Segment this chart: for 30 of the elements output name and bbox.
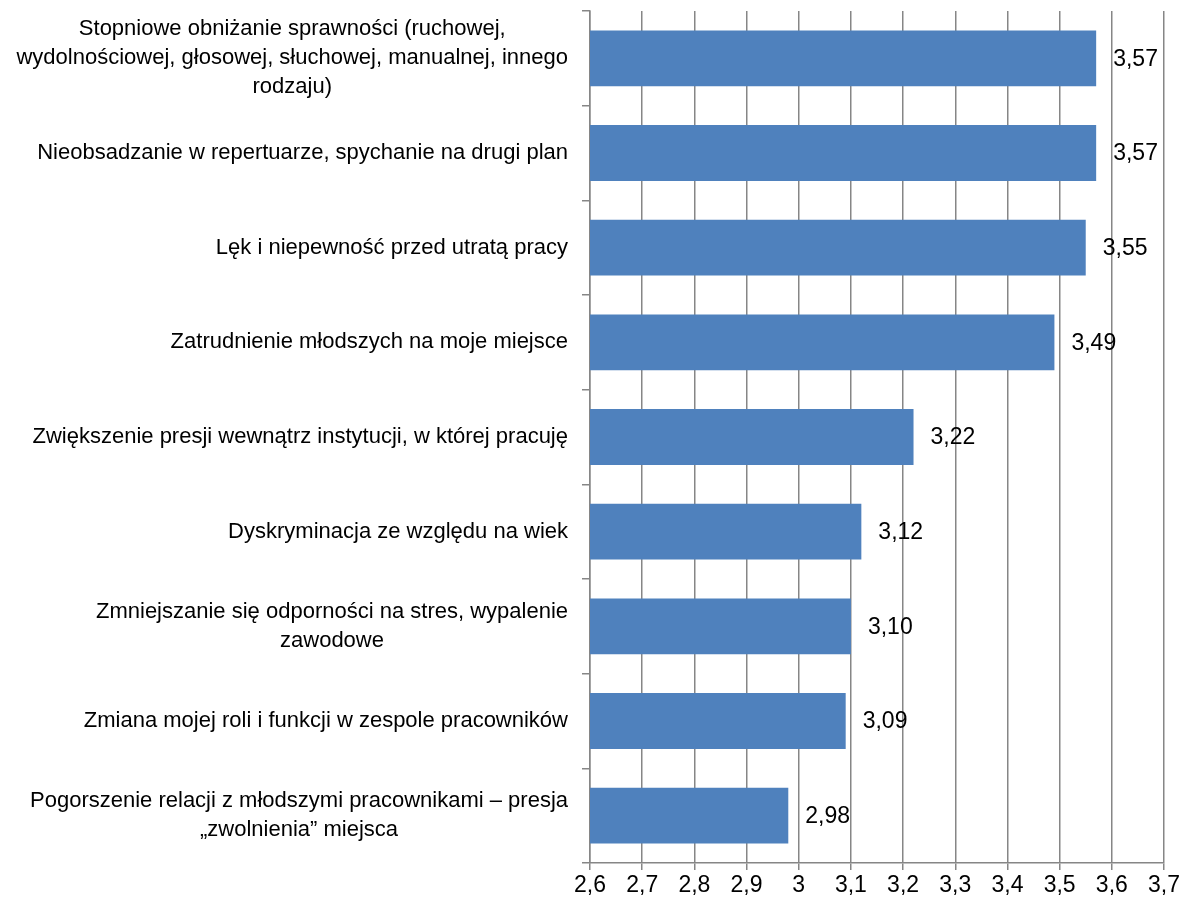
data-label: 3,57 [1113,139,1158,166]
y-tick-label: Zmniejszanie się odporności na stres, wypalenie zawodowe [95,597,568,652]
x-tick-label: 2,9 [730,871,763,898]
y-tick-label: Zatrudnienie młodszych na moje miejsce [170,328,568,354]
y-tick-label: Nieobsadzanie w repertuarze, spychanie na drugi plan [37,139,568,165]
y-tick-label: Lęk i niepewność przed utratą pracy [215,233,568,259]
data-label: 3,55 [1102,234,1148,261]
data-label: 3,57 [1113,44,1158,71]
data-label: 3,10 [867,612,913,639]
data-label: 2,98 [805,802,851,829]
y-tick-label: Pogorszenie relacji z młodszymi pracownikami – presja „zwolnienia” miejsca [30,787,569,842]
y-tick-label: Dyskryminacja ze względu na wiek [228,517,569,543]
x-tick-label: 2,7 [626,871,659,898]
data-label: 3,12 [878,518,924,545]
x-tick-label: 3,2 [887,871,920,898]
x-tick-label: 3,5 [1043,871,1076,898]
data-label: 3,22 [930,423,976,450]
y-tick-label: Zmiana mojej roli i funkcji w zespole pracowników [83,707,569,733]
data-label: 3,49 [1071,328,1117,355]
x-tick-label: 3,3 [939,871,972,898]
x-tick-label: 3,7 [1148,871,1180,898]
y-tick-label: Zwiększenie presji wewnątrz instytucji, w której pracuję [32,423,569,449]
x-tick-label: 2,8 [678,871,711,898]
data-label: 3,09 [862,707,908,734]
x-tick-label: 3 [792,871,806,898]
x-tick-label: 3,1 [834,871,867,898]
x-tick-label: 3,6 [1095,871,1128,898]
x-tick-label: 2,6 [574,871,606,898]
x-tick-label: 3,4 [991,871,1024,898]
y-tick-label: Stopniowe obniżanie sprawności (ruchowej, wydolnościowej, głosowej, słuchowej, manualnej, innego rodzaju) [15,15,569,99]
